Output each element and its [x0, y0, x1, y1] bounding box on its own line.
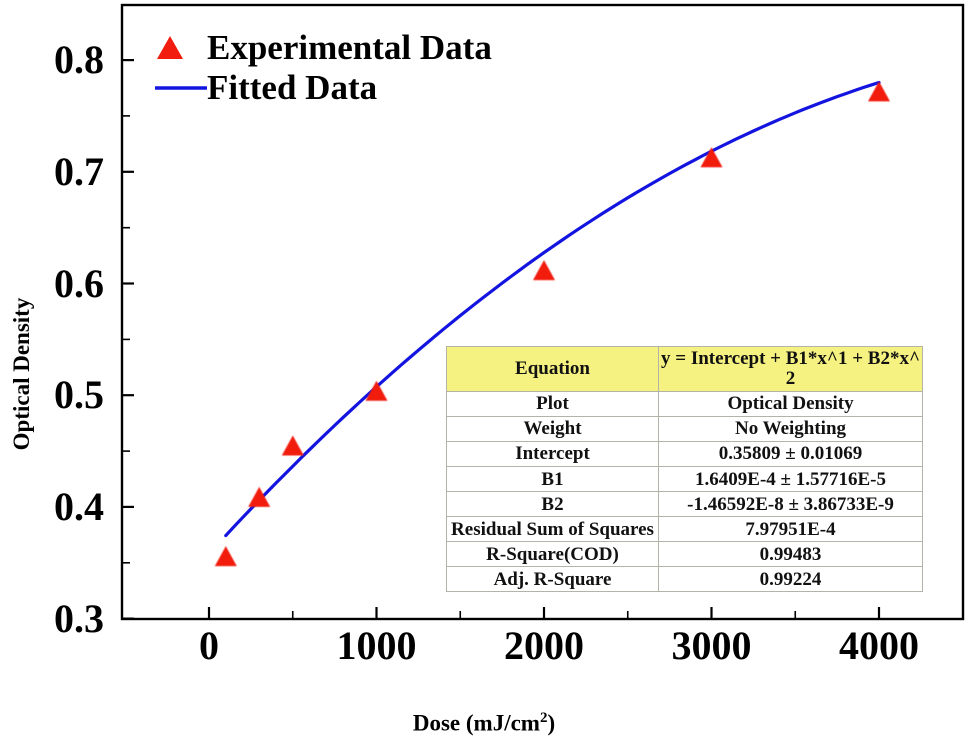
svg-text:0.7: 0.7 [54, 149, 104, 194]
svg-text:0: 0 [199, 623, 219, 668]
svg-text:1000: 1000 [337, 623, 417, 668]
svg-text:Experimental Data: Experimental Data [207, 28, 492, 67]
svg-text:4000: 4000 [839, 623, 919, 668]
svg-text:Fitted Data: Fitted Data [207, 68, 377, 107]
svg-text:0.8: 0.8 [54, 37, 104, 82]
svg-text:3000: 3000 [672, 623, 752, 668]
svg-text:0.5: 0.5 [54, 372, 104, 417]
svg-text:2000: 2000 [504, 623, 584, 668]
svg-text:0.3: 0.3 [54, 596, 104, 641]
svg-text:0.6: 0.6 [54, 261, 104, 306]
svg-text:0.4: 0.4 [54, 484, 104, 529]
